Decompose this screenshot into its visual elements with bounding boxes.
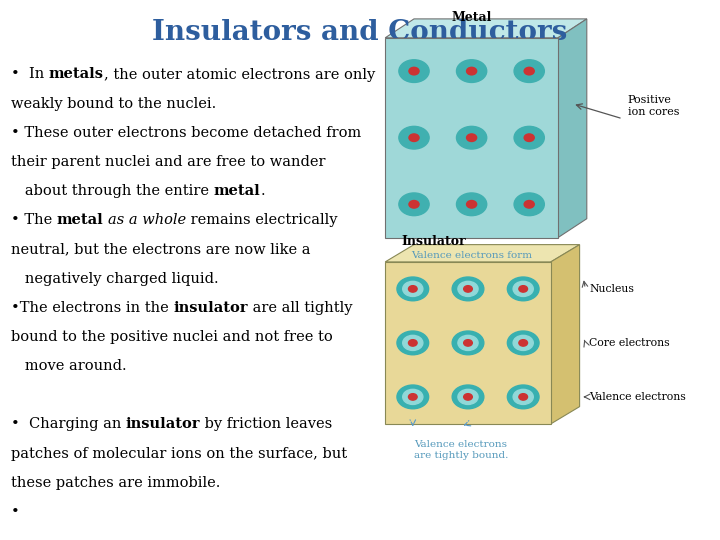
- Circle shape: [397, 331, 428, 355]
- Circle shape: [452, 331, 484, 355]
- Circle shape: [408, 340, 417, 346]
- Circle shape: [458, 335, 478, 350]
- Circle shape: [452, 277, 484, 301]
- Circle shape: [409, 68, 419, 75]
- Circle shape: [458, 281, 478, 296]
- Circle shape: [456, 193, 487, 215]
- Text: Valence electrons
are tightly bound.: Valence electrons are tightly bound.: [413, 440, 508, 460]
- Circle shape: [519, 286, 528, 292]
- Circle shape: [397, 385, 428, 409]
- Text: weakly bound to the nuclei.: weakly bound to the nuclei.: [11, 97, 216, 111]
- Circle shape: [514, 126, 544, 149]
- Circle shape: [508, 277, 539, 301]
- Circle shape: [514, 193, 544, 215]
- Text: , the outer atomic electrons are only: , the outer atomic electrons are only: [104, 68, 375, 82]
- Circle shape: [397, 277, 428, 301]
- Text: ion cores: ion cores: [628, 107, 680, 117]
- Text: Nucleus: Nucleus: [589, 284, 634, 294]
- Text: about through the entire: about through the entire: [11, 184, 213, 198]
- Circle shape: [464, 340, 472, 346]
- Text: •The electrons in the: •The electrons in the: [11, 301, 174, 315]
- Circle shape: [399, 60, 429, 83]
- Text: neutral, but the electrons are now like a: neutral, but the electrons are now like …: [11, 242, 310, 256]
- Bar: [385, 38, 558, 238]
- Circle shape: [452, 385, 484, 409]
- Text: •: •: [11, 505, 19, 519]
- Text: •  In: • In: [11, 68, 49, 82]
- Text: • These outer electrons become detached from: • These outer electrons become detached …: [11, 126, 361, 140]
- Circle shape: [467, 68, 477, 75]
- Polygon shape: [385, 245, 580, 262]
- Text: metals: metals: [49, 68, 104, 82]
- Text: • The: • The: [11, 213, 57, 227]
- Circle shape: [524, 200, 534, 208]
- Text: .: .: [260, 184, 265, 198]
- Text: Insulator: Insulator: [402, 235, 467, 248]
- Circle shape: [399, 193, 429, 215]
- Text: negatively charged liquid.: negatively charged liquid.: [11, 272, 218, 286]
- Circle shape: [408, 394, 417, 400]
- Polygon shape: [558, 19, 587, 238]
- Circle shape: [513, 335, 534, 350]
- Circle shape: [513, 389, 534, 404]
- Circle shape: [467, 200, 477, 208]
- Text: •  Charging an: • Charging an: [11, 417, 126, 431]
- Text: insulator: insulator: [126, 417, 200, 431]
- Text: Insulators and Conductors: Insulators and Conductors: [153, 19, 567, 46]
- Text: remains electrically: remains electrically: [186, 213, 338, 227]
- Circle shape: [524, 68, 534, 75]
- Text: Positive: Positive: [628, 95, 672, 105]
- Text: as a whole: as a whole: [108, 213, 186, 227]
- Bar: [385, 262, 551, 424]
- Circle shape: [508, 331, 539, 355]
- Text: Valence electrons form
a "sea of electrons.": Valence electrons form a "sea of electro…: [411, 251, 532, 271]
- Circle shape: [458, 389, 478, 404]
- Circle shape: [402, 335, 423, 350]
- Text: move around.: move around.: [11, 359, 127, 373]
- Text: by friction leaves: by friction leaves: [200, 417, 333, 431]
- Text: are all tightly: are all tightly: [248, 301, 352, 315]
- Text: metal: metal: [213, 184, 260, 198]
- Circle shape: [464, 394, 472, 400]
- Circle shape: [464, 286, 472, 292]
- Circle shape: [409, 200, 419, 208]
- Circle shape: [519, 394, 528, 400]
- Polygon shape: [551, 245, 580, 424]
- Circle shape: [513, 281, 534, 296]
- Circle shape: [456, 60, 487, 83]
- Circle shape: [508, 385, 539, 409]
- Circle shape: [514, 60, 544, 83]
- Text: Metal: Metal: [451, 11, 492, 24]
- Circle shape: [524, 134, 534, 141]
- Text: Core electrons: Core electrons: [589, 338, 670, 348]
- Text: metal: metal: [57, 213, 104, 227]
- Circle shape: [467, 134, 477, 141]
- Circle shape: [399, 126, 429, 149]
- Circle shape: [402, 389, 423, 404]
- Circle shape: [408, 286, 417, 292]
- Circle shape: [402, 281, 423, 296]
- Text: bound to the positive nuclei and not free to: bound to the positive nuclei and not fre…: [11, 330, 333, 344]
- Text: patches of molecular ions on the surface, but: patches of molecular ions on the surface…: [11, 447, 347, 461]
- Text: insulator: insulator: [174, 301, 248, 315]
- Circle shape: [409, 134, 419, 141]
- Text: their parent nuclei and are free to wander: their parent nuclei and are free to wand…: [11, 155, 325, 169]
- Circle shape: [456, 126, 487, 149]
- Polygon shape: [385, 19, 587, 38]
- Text: Valence electrons: Valence electrons: [589, 392, 685, 402]
- Circle shape: [519, 340, 528, 346]
- Text: these patches are immobile.: these patches are immobile.: [11, 476, 220, 490]
